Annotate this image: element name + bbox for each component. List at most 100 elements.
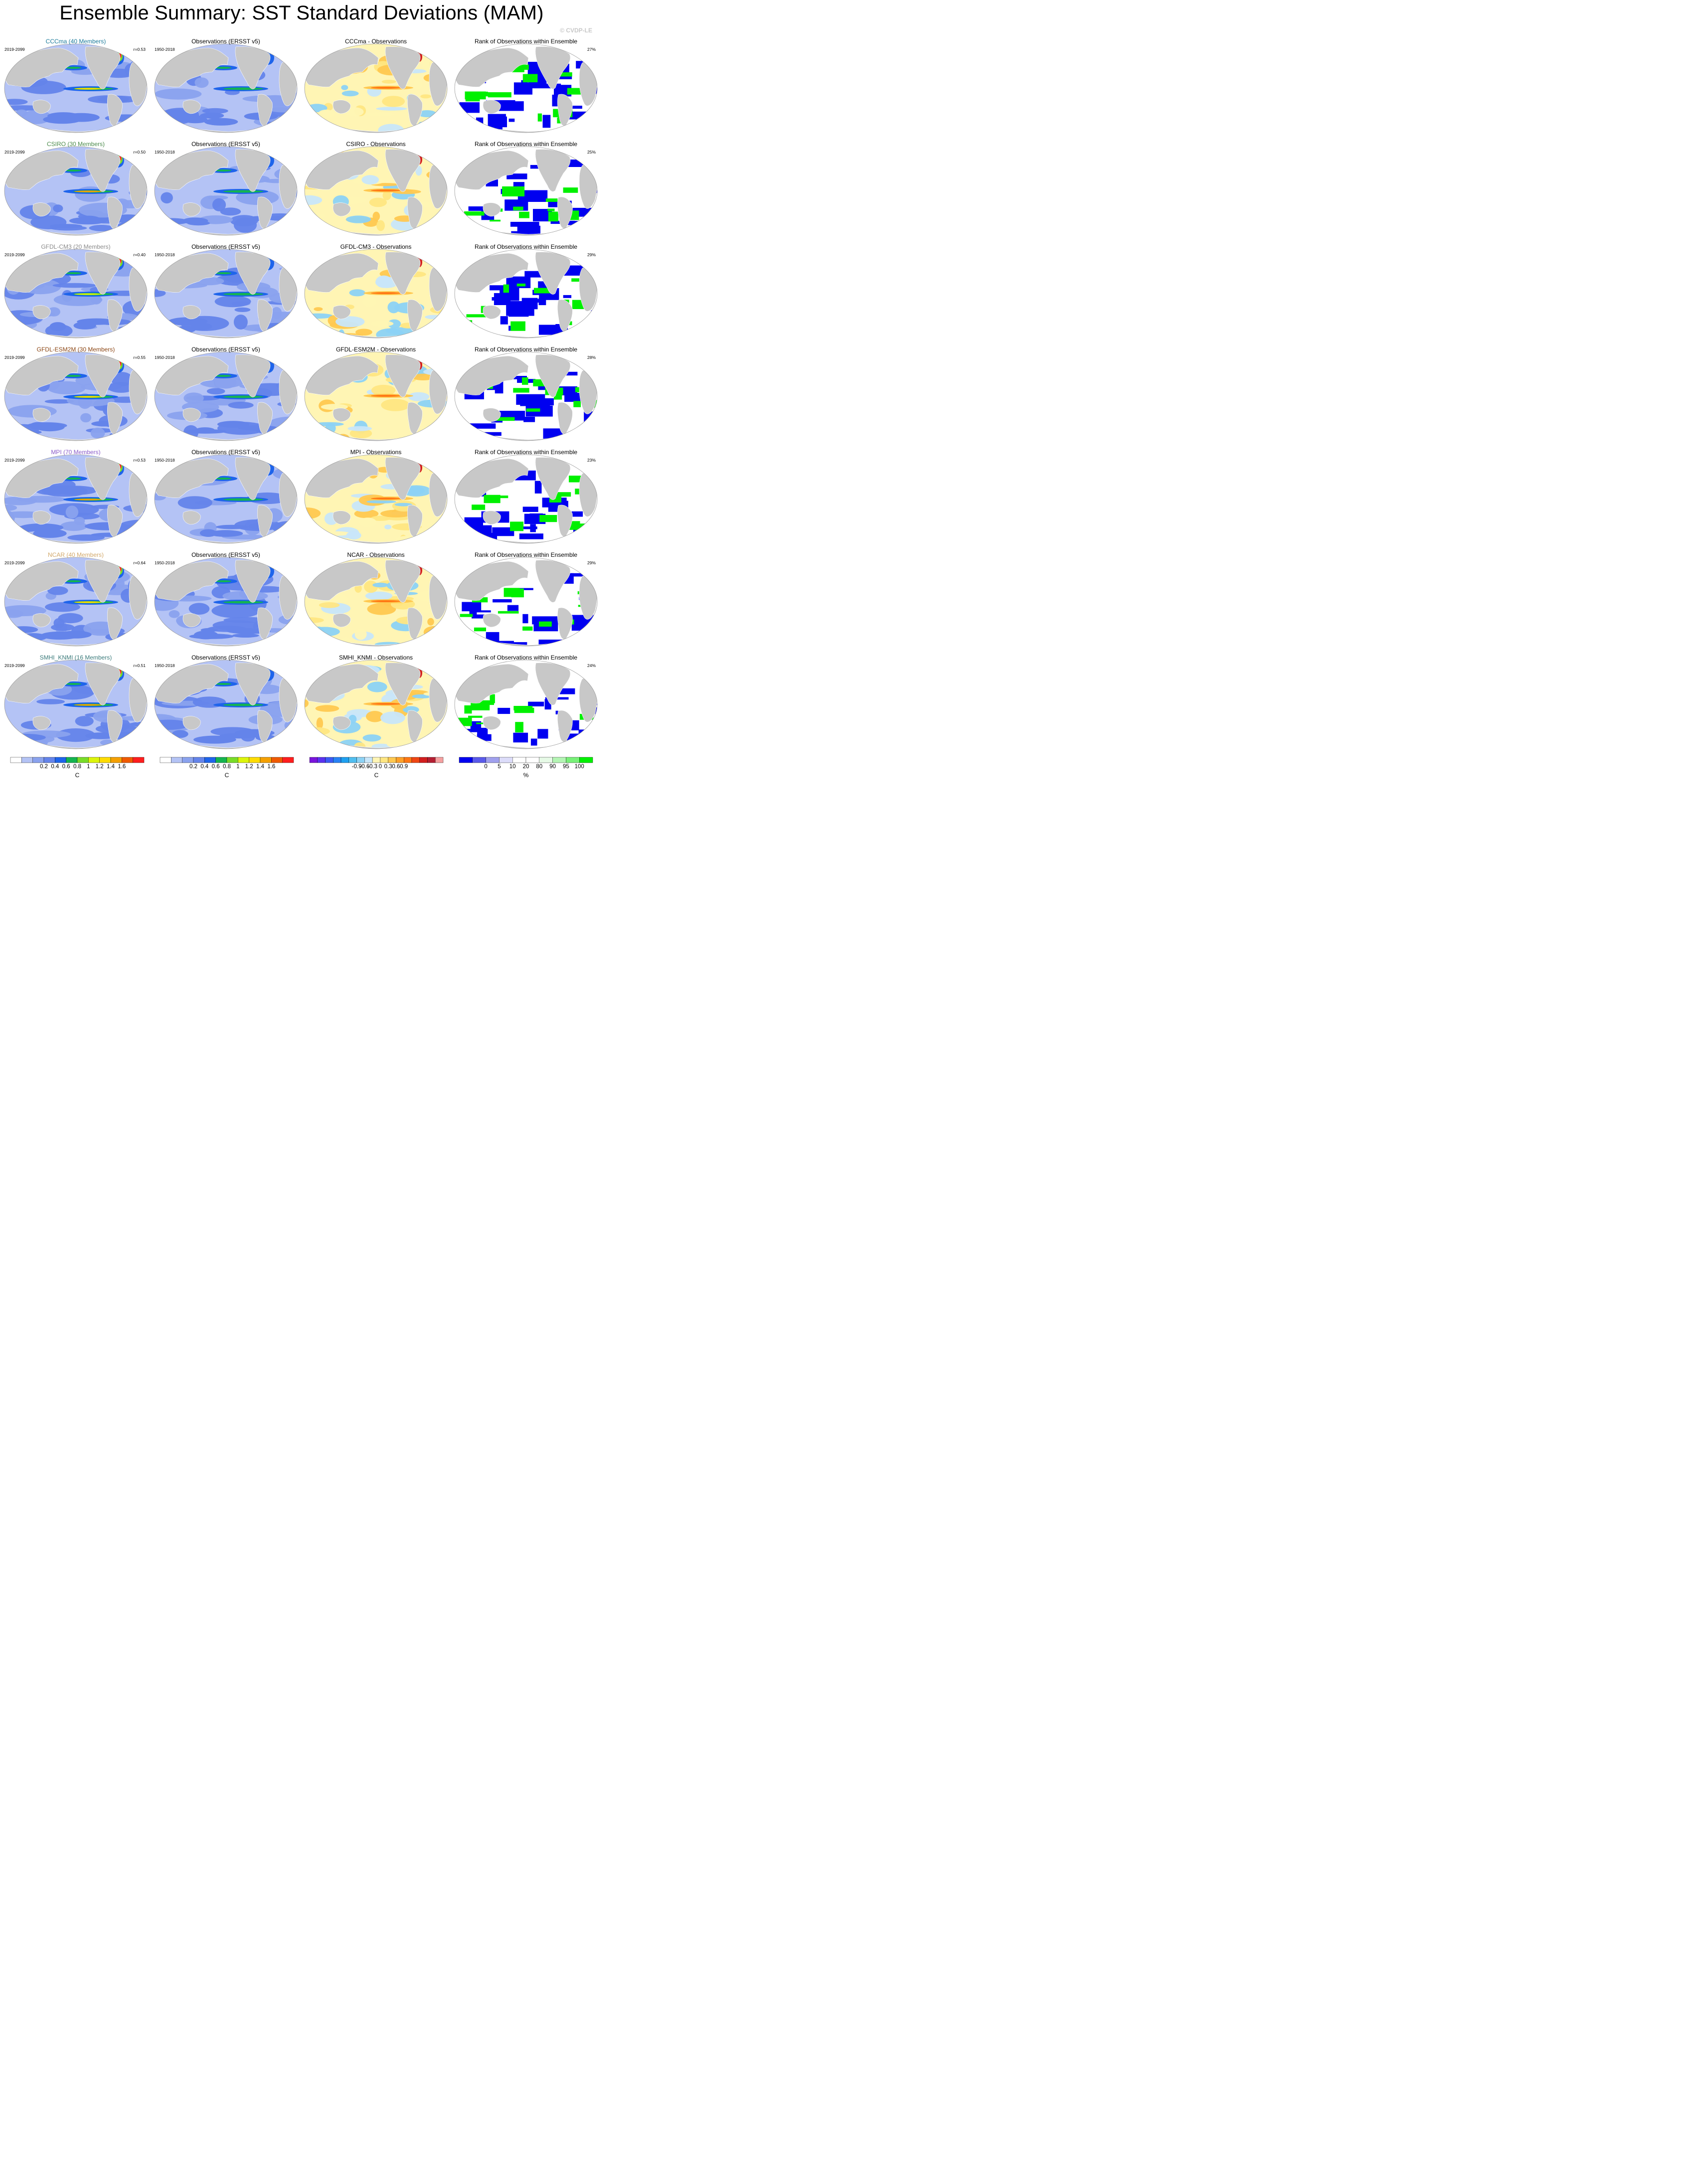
obs-map-panel: 1950-2018 Observations (ERSST v5) <box>151 36 301 139</box>
model-map <box>4 557 148 647</box>
colorbar-tick-label: 20 <box>522 764 529 770</box>
observations-title: Observations (ERSST v5) <box>191 38 260 45</box>
colorbar-swatch <box>43 757 55 763</box>
colorbar-tick-label: 1.2 <box>245 764 253 770</box>
colorbar-tick-label: 0.2 <box>40 764 48 770</box>
rank-percent-label: 23% <box>587 458 596 463</box>
diff-map-panel: MPI - Observations <box>301 447 451 549</box>
colorbar-swatch <box>88 757 100 763</box>
pattern-correlation-label: r=0.53 <box>133 47 146 52</box>
observations-title: Observations (ERSST v5) <box>191 654 260 661</box>
pattern-correlation-label: r=0.50 <box>133 150 146 155</box>
model-map-panel: 2019-2099 r=0.53 MPI (70 Members) <box>1 447 151 549</box>
colorbar-tick-label: 0.6 <box>211 764 220 770</box>
model-years-label: 2019-2099 <box>4 663 25 668</box>
pattern-correlation-label: r=0.40 <box>133 252 146 257</box>
difference-title: SMHI_KNMI - Observations <box>338 654 413 661</box>
obs-years-label: 1950-2018 <box>155 47 175 52</box>
pattern-correlation-label: r=0.55 <box>133 355 146 360</box>
colorbar-tick-label: 0.9 <box>400 764 408 770</box>
colorbar-swatch <box>260 757 272 763</box>
colorbar-swatch <box>419 757 428 763</box>
colorbar-swatch <box>566 757 580 763</box>
rank-title: Rank of Observations within Ensemble <box>474 346 578 353</box>
model-map <box>4 351 148 441</box>
colorbar-swatch <box>364 757 373 763</box>
colorbar-tick-label: -0.9 <box>351 764 362 770</box>
obs-years-label: 1950-2018 <box>155 355 175 360</box>
obs-map <box>154 249 298 338</box>
colorbar-swatch <box>525 757 539 763</box>
obs-map-panel: 1950-2018 Observations (ERSST v5) <box>151 447 301 549</box>
colorbar-swatch <box>356 757 365 763</box>
colorbar: 0.2 0.4 0.6 0.8 1 1.2 1.4 1.6 C <box>160 757 294 782</box>
model-map <box>4 146 148 236</box>
colorbar-tick-label: 100 <box>574 764 584 770</box>
obs-map <box>154 454 298 544</box>
model-title: CCCma (40 Members) <box>45 38 106 45</box>
panel-row: 2019-2099 r=0.50 CSIRO (30 Members) 1950-20… <box>0 139 603 241</box>
diff-map <box>304 454 448 544</box>
observations-title: Observations (ERSST v5) <box>191 346 260 353</box>
colorbar-swatch <box>160 757 171 763</box>
colorbar-tick-label: 95 <box>562 764 569 770</box>
page-title: Ensemble Summary: SST Standard Deviation… <box>59 2 544 24</box>
colorbar-swatch <box>403 757 412 763</box>
rank-map <box>454 351 598 441</box>
obs-map <box>154 660 298 749</box>
colorbar-tick-label: 0 <box>378 764 382 770</box>
colorbar-swatch <box>333 757 341 763</box>
model-map-panel: 2019-2099 r=0.55 GFDL-ESM2M (30 Members) <box>1 344 151 447</box>
copyright-label: © CVDP-LE <box>560 27 592 34</box>
model-map <box>4 660 148 749</box>
pattern-correlation-label: r=0.51 <box>133 663 146 668</box>
colorbar-swatch <box>388 757 396 763</box>
colorbar-unit-label: C <box>224 772 229 779</box>
colorbar-tick-label: 1 <box>87 764 90 770</box>
colorbar-swatch <box>133 757 145 763</box>
colorbar-tick-label: 0.4 <box>51 764 59 770</box>
difference-title: CCCma - Observations <box>344 38 407 45</box>
rank-title: Rank of Observations within Ensemble <box>474 449 578 456</box>
colorbar-tick-label: 90 <box>549 764 556 770</box>
obs-map <box>154 557 298 647</box>
colorbar-swatch <box>182 757 194 763</box>
rank-title: Rank of Observations within Ensemble <box>474 141 578 148</box>
rank-percent-label: 27% <box>587 47 596 52</box>
colorbar-swatch <box>271 757 283 763</box>
obs-years-label: 1950-2018 <box>155 663 175 668</box>
rank-map <box>454 146 598 236</box>
rank-percent-label: 28% <box>587 355 596 360</box>
rank-percent-label: 29% <box>587 252 596 257</box>
difference-title: NCAR - Observations <box>347 551 405 558</box>
panel-row: 2019-2099 r=0.53 CCCma (40 Members) 1950-20… <box>0 36 603 139</box>
colorbar-swatch <box>215 757 227 763</box>
model-title: SMHI_KNMI (16 Members) <box>39 654 112 661</box>
colorbar-swatch <box>348 757 357 763</box>
obs-map-panel: 1950-2018 Observations (ERSST v5) <box>151 652 301 755</box>
model-map <box>4 454 148 544</box>
observations-title: Observations (ERSST v5) <box>191 551 260 558</box>
diff-map <box>304 43 448 133</box>
rank-title: Rank of Observations within Ensemble <box>474 551 578 558</box>
difference-title: CSIRO - Observations <box>346 141 406 148</box>
rank-title: Rank of Observations within Ensemble <box>474 654 578 661</box>
difference-title: GFDL-ESM2M - Observations <box>336 346 416 353</box>
observations-title: Observations (ERSST v5) <box>191 243 260 250</box>
colorbar-swatch <box>472 757 486 763</box>
colorbar-swatch <box>552 757 566 763</box>
model-years-label: 2019-2099 <box>4 150 25 155</box>
diff-map <box>304 249 448 338</box>
colorbar-tick-label: 0.6 <box>62 764 70 770</box>
colorbar-swatch <box>204 757 216 763</box>
rank-title: Rank of Observations within Ensemble <box>474 243 578 250</box>
colorbar-tick-label: 0 <box>484 764 488 770</box>
model-years-label: 2019-2099 <box>4 47 25 52</box>
rank-map-panel: 28% Rank of Observations within Ensemble <box>451 344 601 447</box>
colorbar-tick-label: 1 <box>236 764 240 770</box>
colorbar-tick-label: 0.2 <box>189 764 197 770</box>
colorbar-swatch <box>66 757 78 763</box>
panel-row: 2019-2099 r=0.64 NCAR (40 Members) 1950-201… <box>0 549 603 652</box>
colorbar-swatch <box>340 757 349 763</box>
colorbar-swatch <box>77 757 89 763</box>
